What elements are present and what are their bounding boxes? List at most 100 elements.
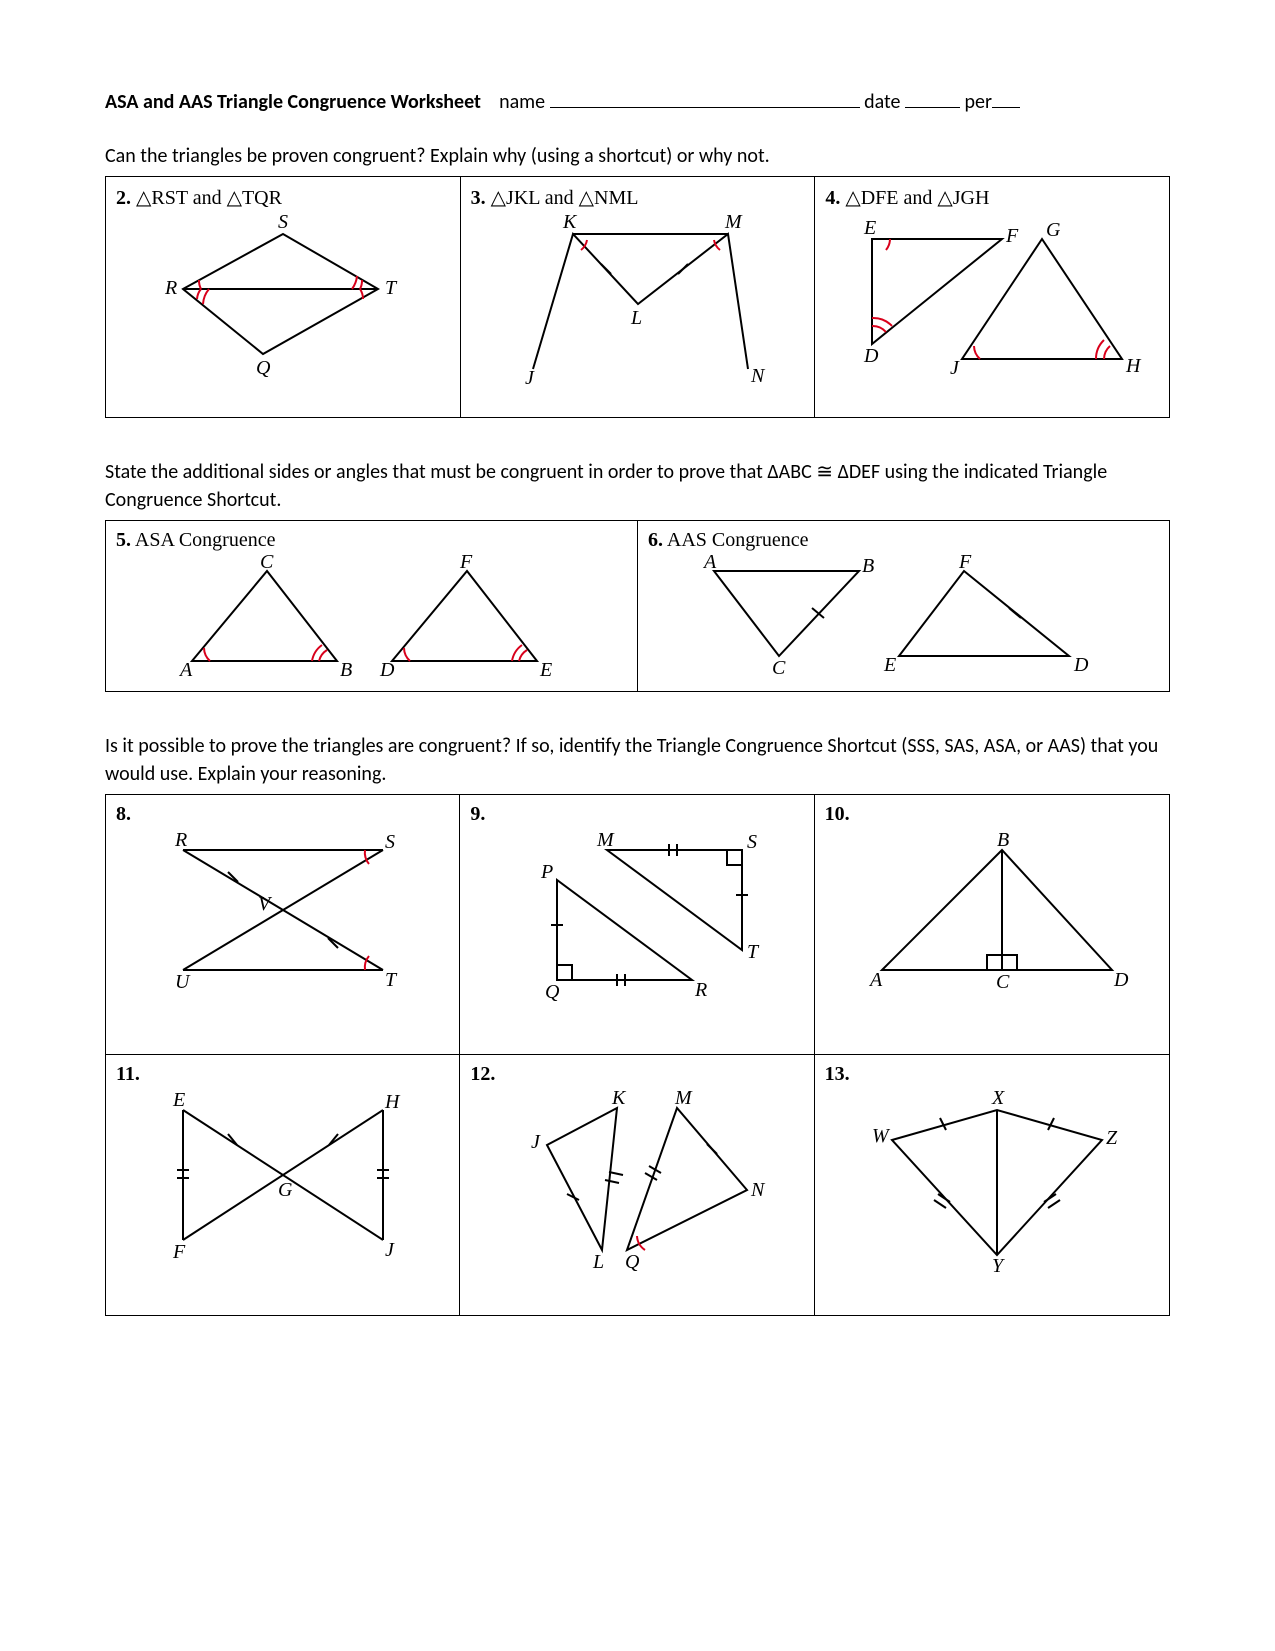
per-label: per	[965, 90, 992, 114]
problem-10: 10. B A C D	[815, 795, 1169, 1055]
label-E: E	[539, 659, 552, 681]
problem-num: 6.	[648, 529, 663, 551]
problem-8: 8. R S V U T	[106, 795, 460, 1055]
label-B: B	[340, 659, 352, 681]
problem-text: △JKL and △NML	[491, 187, 639, 209]
figure-8: R S V U T	[143, 830, 423, 990]
label: H	[384, 1091, 401, 1113]
label: U	[175, 971, 191, 993]
section1-grid: 2. △RST and △TQR S R T Q	[105, 176, 1170, 418]
problem-num: 3.	[471, 187, 486, 209]
label-D: D	[863, 345, 879, 367]
label-C: C	[772, 657, 786, 679]
label: C	[996, 971, 1010, 993]
label: S	[385, 831, 395, 853]
problem-num: 4.	[825, 187, 840, 209]
figure-6: A B C F E D	[684, 556, 1124, 676]
problem-3-header: 3. △JKL and △NML	[471, 185, 805, 210]
problem-13: 13. X W Z Y	[815, 1055, 1169, 1315]
label: Y	[992, 1255, 1005, 1277]
label-A: A	[702, 551, 717, 573]
label: W	[872, 1125, 891, 1147]
label: M	[674, 1087, 693, 1109]
label: J	[385, 1239, 395, 1261]
section1-instruction: Can the triangles be proven congruent? E…	[105, 142, 1170, 170]
label: P	[540, 861, 553, 883]
label: A	[868, 969, 883, 991]
label: L	[592, 1251, 604, 1273]
label: R	[174, 829, 187, 851]
name-label: name	[499, 90, 545, 114]
problem-num: 13.	[825, 1063, 850, 1085]
label: R	[694, 979, 707, 1001]
problem-6: 6. AAS Congruence A B C F E D	[638, 521, 1169, 691]
label-F: F	[459, 551, 473, 573]
problem-11: 11. E H G F J	[106, 1055, 460, 1315]
label-D: D	[1073, 654, 1089, 676]
date-blank[interactable]	[905, 107, 960, 108]
problem-2-header: 2. △RST and △TQR	[116, 185, 450, 210]
section3-grid: 8. R S V U T 9.	[105, 794, 1170, 1316]
label-B: B	[862, 555, 874, 577]
problem-4-header: 4. △DFE and △JGH	[825, 185, 1159, 210]
label: Q	[625, 1251, 640, 1273]
problem-2: 2. △RST and △TQR S R T Q	[106, 177, 461, 417]
label-K: K	[562, 211, 578, 233]
section3-instruction: Is it possible to prove the triangles ar…	[105, 732, 1170, 788]
problem-3: 3. △JKL and △NML K M J L N	[461, 177, 816, 417]
per-blank[interactable]	[992, 107, 1020, 108]
worksheet-header: ASA and AAS Triangle Congruence Workshee…	[105, 90, 1170, 114]
label-S: S	[278, 211, 288, 233]
label-F: F	[1005, 225, 1019, 247]
figure-11: E H G F J	[143, 1090, 423, 1260]
figure-10: B A C D	[852, 830, 1132, 990]
label-G: G	[1046, 219, 1061, 241]
label-F: F	[958, 551, 972, 573]
problem-text: ASA Congruence	[135, 529, 276, 551]
label: X	[991, 1087, 1005, 1109]
label: Q	[545, 981, 560, 1003]
problem-text: △DFE and △JGH	[845, 187, 989, 209]
problem-text: △RST and △TQR	[136, 187, 282, 209]
problem-text: AAS Congruence	[667, 529, 809, 551]
figure-2: S R T Q	[153, 214, 413, 384]
label: Z	[1106, 1127, 1118, 1149]
figure-5: C A B F D E	[162, 556, 582, 676]
label-H: H	[1125, 355, 1142, 377]
section2-grid: 5. ASA Congruence C A B F D E	[105, 520, 1170, 692]
problem-5-header: 5. ASA Congruence	[116, 529, 627, 552]
figure-12: K M J N L Q	[497, 1090, 777, 1270]
label-E: E	[863, 217, 876, 239]
label: K	[611, 1087, 627, 1109]
figure-9: M S P T Q R	[497, 830, 777, 1000]
worksheet-title: ASA and AAS Triangle Congruence Workshee…	[105, 90, 481, 114]
problem-num: 8.	[116, 803, 131, 825]
label: N	[750, 1179, 766, 1201]
label-T: T	[385, 277, 398, 299]
problem-5: 5. ASA Congruence C A B F D E	[106, 521, 638, 691]
label-L: L	[630, 307, 642, 329]
label-C: C	[260, 551, 274, 573]
section2-instruction: State the additional sides or angles tha…	[105, 458, 1170, 514]
problem-num: 12.	[470, 1063, 495, 1085]
problem-num: 11.	[116, 1063, 140, 1085]
label-J: J	[525, 367, 535, 389]
problem-num: 5.	[116, 529, 131, 551]
label-J: J	[950, 357, 960, 379]
label: J	[531, 1131, 541, 1153]
label: B	[997, 829, 1009, 851]
problem-num: 9.	[470, 803, 485, 825]
problem-num: 10.	[825, 803, 850, 825]
label-D: D	[379, 659, 395, 681]
label: S	[747, 831, 757, 853]
label: D	[1113, 969, 1129, 991]
label-E: E	[883, 654, 896, 676]
label: M	[596, 829, 615, 851]
figure-3: K M J L N	[503, 214, 773, 384]
label: G	[278, 1179, 293, 1201]
label: F	[172, 1241, 186, 1263]
problem-6-header: 6. AAS Congruence	[648, 529, 1159, 552]
figure-13: X W Z Y	[852, 1090, 1132, 1270]
label-M: M	[724, 211, 743, 233]
problem-num: 2.	[116, 187, 131, 209]
